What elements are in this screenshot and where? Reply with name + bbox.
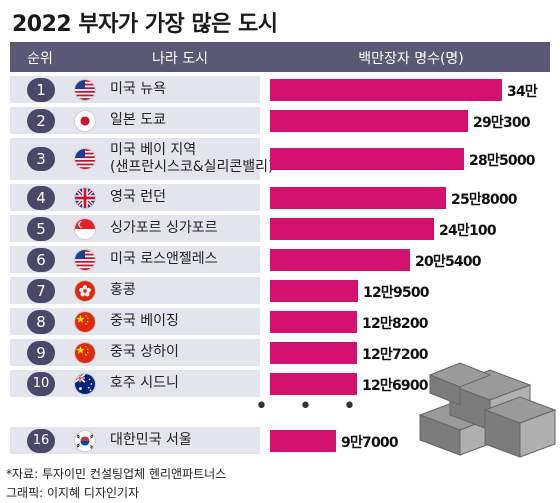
bar-row: 4 영국 런던 25만8000 xyxy=(10,184,550,211)
header-rank: 순위 xyxy=(27,51,53,67)
bar xyxy=(270,186,446,209)
data-label: 12만9500 xyxy=(363,284,430,301)
header-value: 백만장자 명수(명) xyxy=(358,51,464,67)
bar-row: 2 일본 도쿄 29만300 xyxy=(10,107,550,134)
city-label: 미국 로스앤젤레스 xyxy=(110,251,218,267)
rank-badge: 10 xyxy=(27,371,55,396)
city-label: 홍콩 xyxy=(110,282,136,298)
data-label: 12만7200 xyxy=(362,346,429,363)
bar-row: 3 미국 베이 지역 (샌프란시스코&실리콘밸리) 28만5000 xyxy=(10,138,550,180)
rank-badge: 7 xyxy=(27,278,55,303)
header-city: 나라 도시 xyxy=(152,51,208,67)
city-label: 미국 뉴욕 xyxy=(110,81,166,97)
chart-title: 2022 부자가 가장 많은 도시 xyxy=(12,12,278,37)
bar-row: 10 호주 시드니 12만6900 xyxy=(10,370,550,397)
bar xyxy=(270,310,357,333)
rank-badge: 8 xyxy=(27,309,55,334)
city-label-line2: (샌프란시스코&실리콘밸리) xyxy=(110,159,274,175)
bar xyxy=(270,217,434,240)
bar xyxy=(270,429,336,452)
city-label: 중국 베이징 xyxy=(110,313,179,329)
bar-row: 8 중국 베이징 12만8200 xyxy=(10,308,550,335)
data-label: 29만300 xyxy=(473,114,531,131)
korea-flag-icon xyxy=(74,429,96,452)
data-label: 25만8000 xyxy=(451,191,518,208)
singapore-flag-icon xyxy=(74,217,96,240)
uk-flag-icon xyxy=(74,186,96,209)
bar-row: 7 홍콩 12만9500 xyxy=(10,277,550,304)
graphic-credit: 그래픽: 이지혜 디자인기자 xyxy=(6,486,140,500)
us-flag-icon xyxy=(74,248,96,271)
rank-badge: 2 xyxy=(27,108,55,133)
city-label: 중국 상하이 xyxy=(110,344,179,360)
data-label: 34만 xyxy=(507,83,538,100)
bar-row: 1 미국 뉴욕 34만 xyxy=(10,76,550,103)
city-label: 미국 베이 지역 (샌프란시스코&실리콘밸리) xyxy=(110,142,274,176)
rank-badge: 4 xyxy=(27,185,55,210)
bar xyxy=(270,372,357,395)
source-note: *자료: 투자이민 컨설팅업체 헨리앤파트너스 xyxy=(6,467,227,481)
bar xyxy=(270,248,410,271)
bar xyxy=(270,78,502,101)
us-flag-icon xyxy=(74,148,96,170)
data-label: 12만8200 xyxy=(362,315,429,332)
city-label: 영국 런던 xyxy=(110,189,166,205)
australia-flag-icon xyxy=(74,372,96,395)
bar-row: 6 미국 로스앤젤레스 20만5400 xyxy=(10,246,550,273)
city-label: 호주 시드니 xyxy=(110,375,179,391)
rank-badge: 3 xyxy=(27,147,55,171)
bar xyxy=(270,109,468,132)
bar xyxy=(270,341,357,364)
rank-badge: 1 xyxy=(27,77,55,102)
rank-badge: 9 xyxy=(27,340,55,365)
table-header: 순위 나라 도시 백만장자 명수(명) xyxy=(10,42,550,72)
us-flag-icon xyxy=(74,78,96,101)
bar-row: 5 싱가포르 싱가포르 24만100 xyxy=(10,215,550,242)
data-label: 12만6900 xyxy=(362,377,429,394)
hongkong-flag-icon xyxy=(74,279,96,302)
city-label-line1: 미국 베이 지역 xyxy=(110,142,197,158)
china-flag-icon xyxy=(74,341,96,364)
rank-badge: 16 xyxy=(27,428,55,453)
bar xyxy=(270,148,464,170)
city-label: 싱가포르 싱가포르 xyxy=(110,220,218,236)
data-label: 9만7000 xyxy=(341,434,399,451)
data-label: 20만5400 xyxy=(415,253,482,270)
rank-badge: 5 xyxy=(27,216,55,241)
data-label: 28만5000 xyxy=(469,153,536,169)
bar xyxy=(270,279,358,302)
bar-row: 16 대한민국 서울 9만7000 xyxy=(10,427,550,454)
ellipsis: • • • xyxy=(255,394,368,419)
bar-row: 9 중국 상하이 12만7200 xyxy=(10,339,550,366)
rank-badge: 6 xyxy=(27,247,55,272)
data-label: 24만100 xyxy=(439,222,497,239)
city-label: 일본 도쿄 xyxy=(110,112,166,128)
japan-flag-icon xyxy=(74,109,96,132)
china-flag-icon xyxy=(74,310,96,333)
city-label: 대한민국 서울 xyxy=(110,432,192,448)
money-stack-icon xyxy=(418,362,557,458)
